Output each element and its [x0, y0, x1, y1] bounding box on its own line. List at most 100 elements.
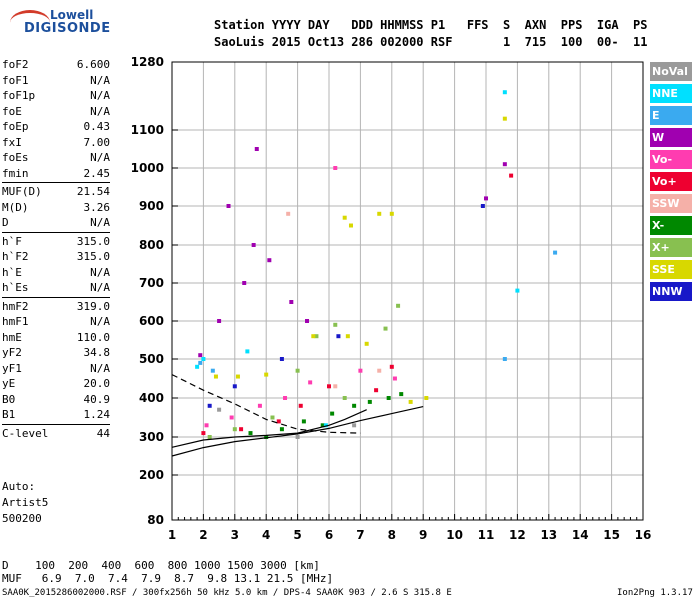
param-separator	[2, 423, 110, 425]
echo-point-nnw	[279, 357, 284, 361]
param-value: 3.26	[83, 200, 111, 214]
x-tick-label: 9	[419, 528, 427, 542]
param-name: C-level	[2, 426, 49, 440]
plot-frame	[171, 61, 644, 521]
echo-point-x-	[264, 435, 269, 439]
echo-point-w	[305, 319, 310, 323]
echo-point-vo-	[327, 384, 331, 389]
param-row: D N/A	[2, 215, 110, 231]
echo-point-e	[198, 360, 203, 365]
echo-point-e	[210, 368, 215, 373]
x-tick-label: 10	[446, 528, 463, 542]
trace-curve	[171, 409, 367, 448]
legend-item-e: E	[650, 106, 692, 125]
param-row: h`F2 315.0	[2, 249, 110, 265]
y-tick-label: 200	[139, 468, 164, 482]
x-tick-label: 1	[168, 528, 176, 542]
echo-point-w	[267, 258, 272, 263]
param-value: N/A	[90, 151, 110, 164]
echo-point-x-	[399, 392, 404, 397]
param-name: D	[2, 216, 9, 229]
param-separator	[2, 182, 110, 183]
param-row: fxI 7.00	[2, 135, 110, 151]
echo-point-x-	[383, 326, 388, 331]
param-value: 20.0	[83, 377, 111, 390]
echo-point-x-	[248, 431, 253, 436]
logo-arc-icon	[10, 10, 50, 35]
param-name: yF2	[2, 346, 22, 359]
param-separator	[2, 296, 110, 298]
echo-point-sse	[377, 211, 382, 216]
param-value: 0.43	[83, 120, 111, 133]
param-name: B1	[2, 408, 16, 421]
echo-point-x-	[279, 427, 284, 432]
param-name: MUF(D)	[2, 185, 42, 198]
echo-point-nnw	[336, 334, 341, 339]
param-row: hmF2 319.0	[2, 299, 110, 315]
param-value: N/A	[90, 361, 110, 375]
param-value: 315.0	[76, 234, 110, 248]
echo-point-sse	[389, 211, 394, 216]
param-name: foEp	[2, 120, 29, 133]
parameter-list: foF2 6.600 foF1 N/A foF1p N/A foE N/A foEp 0.43 fx…	[2, 57, 110, 441]
param-value: 319.0	[76, 299, 110, 313]
echo-point-w	[242, 281, 247, 285]
y-tick-label: 400	[139, 391, 164, 405]
param-row: hmE 110.0	[2, 330, 110, 346]
echo-point-w	[502, 162, 507, 167]
param-value: 40.9	[83, 392, 111, 406]
param-value: N/A	[90, 89, 110, 102]
echo-point-nne	[502, 90, 507, 95]
echo-point-x-	[295, 368, 300, 373]
param-value: 6.600	[76, 58, 110, 71]
echo-point-sse	[364, 341, 369, 346]
param-value: 34.8	[83, 346, 111, 359]
x-tick-label: 5	[293, 528, 301, 542]
x-tick-label: 4	[262, 528, 270, 542]
param-name: yF1	[2, 361, 22, 375]
param-name: foF1p	[2, 89, 36, 102]
param-row: C-level 44	[2, 426, 110, 442]
param-value: 44	[96, 426, 110, 440]
param-value: 315.0	[76, 250, 110, 263]
x-tick-label: 7	[356, 528, 364, 542]
muf-line: MUF 6.9 7.0 7.4 7.9 8.7 9.8 13.1 21.5 [M…	[2, 572, 334, 585]
echo-point-w	[289, 300, 294, 304]
echo-point-x-	[330, 411, 335, 416]
echo-point-noval	[217, 407, 222, 412]
legend-item-x-: X+	[650, 238, 692, 257]
param-value: N/A	[90, 104, 110, 118]
param-row: yF2 34.8	[2, 345, 110, 361]
echo-point-x-	[314, 334, 319, 339]
y-tick-label: 700	[139, 276, 164, 290]
param-row: foF1p N/A	[2, 88, 110, 104]
x-tick-label: 3	[231, 528, 239, 542]
logo-line2: DIGISONDE	[24, 21, 111, 36]
distance-line: D 100 200 400 600 800 1000 1500 3000 [km…	[2, 559, 320, 572]
param-name: foEs	[2, 151, 29, 164]
param-value: N/A	[90, 216, 110, 229]
footer-left: SAA0K_2015286002000.RSF / 300fx256h 50 k…	[2, 588, 452, 598]
param-value: N/A	[90, 315, 110, 328]
echo-point-nne	[245, 349, 250, 354]
echo-point-vo-	[389, 364, 394, 369]
y-tick-label: 500	[139, 352, 164, 366]
param-row: foE N/A	[2, 104, 110, 120]
echo-point-x-	[207, 435, 212, 439]
echo-point-x-	[232, 427, 237, 432]
echo-point-w	[484, 196, 488, 201]
param-name: h`F	[2, 234, 22, 248]
legend-item-vo-: Vo+	[650, 172, 692, 191]
param-value: N/A	[90, 281, 110, 294]
param-name: fxI	[2, 135, 22, 149]
x-tick-label: 6	[325, 528, 333, 542]
y-tick-label: 300	[139, 430, 164, 444]
echo-point-x-	[386, 396, 391, 400]
param-name: M(D)	[2, 200, 29, 214]
legend-item-x-: X-	[650, 216, 692, 235]
x-tick-label: 11	[478, 528, 495, 542]
param-row: h`F 315.0	[2, 234, 110, 250]
plot-area	[171, 61, 644, 521]
y-tick-label: 1280	[131, 55, 164, 69]
param-row: MUF(D) 21.54	[2, 184, 110, 200]
